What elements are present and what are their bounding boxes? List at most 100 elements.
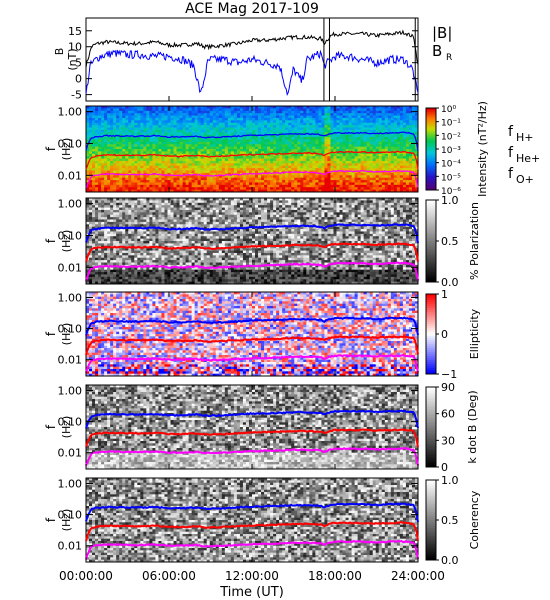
spectrogram-cell: [224, 122, 229, 126]
spectrogram-cell: [363, 184, 368, 188]
spectrogram-cell: [107, 158, 111, 162]
spectrogram-cell: [270, 165, 274, 169]
spectrogram-cell: [92, 120, 96, 124]
spectrogram-cell: [372, 134, 377, 138]
spectrogram-cell: [95, 231, 99, 235]
spectrogram-cell: [107, 115, 111, 119]
spectrogram-cell: [345, 158, 349, 162]
spectrogram-cell: [411, 163, 416, 167]
spectrogram-cell: [116, 117, 120, 121]
spectrogram-cell: [188, 182, 193, 186]
spectrogram-cell: [384, 117, 389, 121]
spectrogram-cell: [372, 160, 377, 164]
spectrogram-cell: [155, 243, 159, 247]
spectrogram-cell: [233, 127, 238, 131]
spectrogram-cell: [270, 146, 274, 150]
spectrogram-cell: [242, 182, 247, 186]
spectrogram-cell: [158, 200, 162, 204]
spectrogram-cell: [125, 262, 129, 266]
spectrogram-cell: [188, 113, 193, 116]
spectrogram-cell: [152, 198, 156, 201]
spectrogram-cell: [285, 177, 289, 181]
spectrogram-cell: [143, 158, 147, 162]
spectrogram-cell: [122, 163, 126, 167]
spectrogram-cell: [113, 276, 117, 280]
spectrogram-cell: [245, 177, 250, 181]
spectrogram-cell: [267, 151, 271, 155]
spectrogram-cell: [119, 224, 123, 228]
spectrogram-cell: [381, 177, 386, 181]
spectrogram-cell: [182, 125, 186, 128]
spectrogram-cell: [125, 117, 129, 121]
spectrogram-cell: [357, 106, 362, 109]
spectrogram-cell: [200, 182, 205, 186]
spectrogram-cell: [197, 125, 202, 128]
spectrogram-cell: [155, 212, 159, 216]
spectrogram-cell: [164, 120, 168, 124]
spectrogram-cell: [291, 153, 295, 157]
spectrogram-cell: [170, 139, 174, 143]
spectrogram-cell: [86, 158, 90, 162]
spectrogram-cell: [206, 125, 211, 128]
spectrogram-cell: [369, 122, 374, 126]
spectrogram-cell: [357, 110, 362, 114]
spectrogram-cell: [212, 177, 217, 181]
spectrogram-cell: [107, 141, 111, 145]
spectrogram-cell: [131, 238, 135, 242]
spectrogram-cell: [267, 149, 271, 152]
spectrogram-cell: [324, 158, 328, 162]
spectrogram-cell: [276, 170, 280, 174]
spectrogram-cell: [399, 156, 404, 159]
spectrogram-cell: [255, 149, 259, 152]
spectrogram-cell: [381, 137, 386, 140]
spectrogram-cell: [119, 127, 123, 131]
spectrogram-cell: [134, 207, 138, 211]
spectrogram-cell: [116, 207, 120, 211]
spectrogram-cell: [270, 149, 274, 152]
spectrogram-cell: [152, 156, 156, 159]
spectrogram-cell: [149, 182, 153, 186]
spectrogram-cell: [369, 153, 374, 157]
spectrogram-cell: [396, 141, 401, 145]
spectrogram-cell: [113, 221, 117, 225]
spectrogram-cell: [161, 139, 165, 143]
spectrogram-cell: [101, 224, 105, 228]
spectrogram-cell: [215, 156, 220, 159]
spectrogram-cell: [125, 272, 129, 275]
spectrogram-cell: [402, 110, 407, 114]
spectrogram-cell: [122, 248, 126, 251]
spectrogram-cell: [89, 219, 93, 223]
spectrogram-cell: [203, 115, 208, 119]
spectrogram-cell: [152, 137, 156, 140]
spectrogram-cell: [182, 106, 186, 109]
spectrogram-cell: [324, 106, 328, 109]
spectrogram-cell: [137, 214, 141, 218]
spectrogram-cell: [402, 139, 407, 143]
spectrogram-cell: [378, 168, 383, 171]
spectrogram-cell: [357, 177, 362, 181]
spectrogram-cell: [158, 250, 162, 254]
spectrogram-cell: [167, 153, 171, 157]
spectrogram-cell: [339, 137, 343, 140]
spectrogram-cell: [110, 146, 114, 150]
spectrogram-cell: [95, 177, 99, 181]
spectrogram-cell: [399, 160, 404, 164]
spectrogram-cell: [101, 122, 105, 126]
spectrogram-cell: [333, 168, 337, 171]
spectrogram-cell: [291, 125, 295, 128]
spectrogram-cell: [236, 170, 241, 174]
spectrogram-cell: [378, 113, 383, 116]
spectrogram-cell: [107, 184, 111, 188]
spectrogram-cell: [333, 160, 337, 164]
spectrogram-cell: [375, 139, 380, 143]
spectrogram-cell: [248, 137, 253, 140]
spectrogram-cell: [149, 110, 153, 114]
spectrogram-cell: [98, 255, 102, 259]
spectrogram-cell: [131, 132, 135, 136]
spectrogram-cell: [212, 122, 217, 126]
spectrogram-cell: [182, 110, 186, 114]
spectrogram-cell: [206, 149, 211, 152]
spectrogram-cell: [285, 117, 289, 121]
spectrogram-cell: [372, 158, 377, 162]
spectrogram-cell: [95, 255, 99, 259]
